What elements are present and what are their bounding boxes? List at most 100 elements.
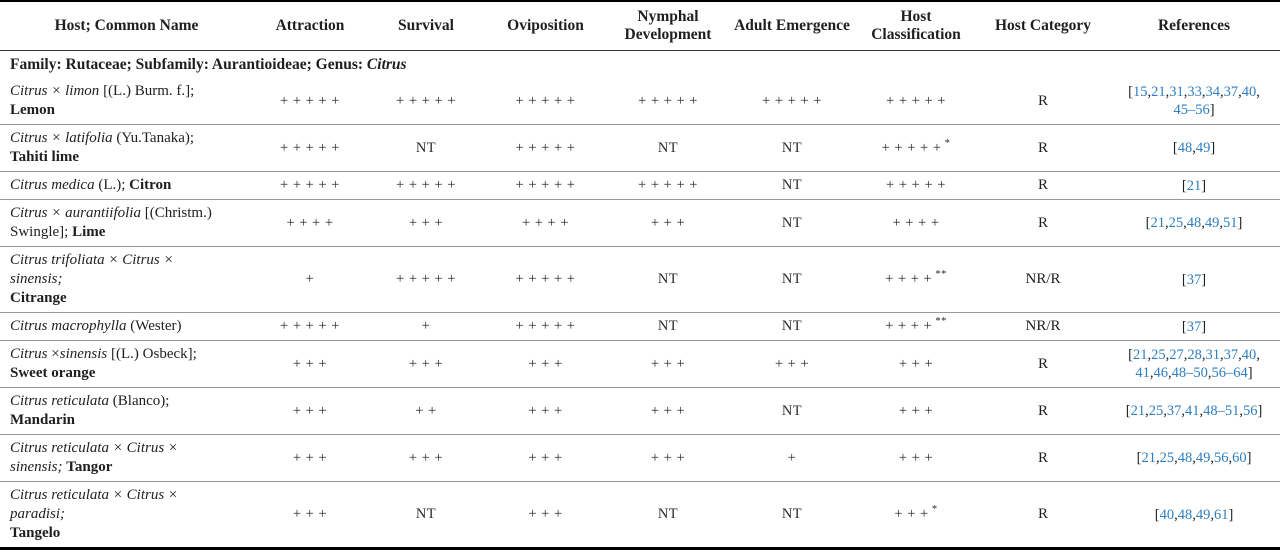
nymphal-development-cell: NT [606,246,730,313]
reference-link[interactable]: 41 [1184,403,1200,419]
species-name: [(L.) Burm. f.]; [99,83,195,99]
species-name: [(L.) Osbeck]; [107,346,197,362]
reference-link[interactable]: 25 [1168,215,1184,231]
oviposition-cell: + + + + + [485,78,606,125]
attraction-cell: + + + + + [253,171,367,200]
reference-link[interactable]: 56 [1213,450,1229,466]
oviposition-cell: + + + + + [485,312,606,341]
table-row: Citrus reticulata × Citrus × paradisi; Tan… [0,482,1280,549]
reference-link[interactable]: 51 [1223,215,1238,231]
reference-link[interactable]: 40 [1241,84,1257,100]
reference-link[interactable]: 49 [1204,215,1220,231]
table-header: Host; Common Name Attraction Survival Ov… [0,1,1280,51]
reference-link[interactable]: 21 [1150,215,1166,231]
host-category-cell: R [978,78,1108,125]
reference-link[interactable]: 21 [1141,450,1156,466]
survival-cell: + + + + + [367,246,485,313]
reference-link[interactable]: 48–50 [1171,365,1208,381]
host-classification-cell: + + + + ** [854,312,978,341]
host-classification-cell: + + + [854,434,978,482]
table-row: Citrus reticulata (Blanco); Mandarin + + +… [0,387,1280,435]
species-name: Swingle]; [10,224,73,240]
attraction-cell: + + + [292,506,328,522]
reference-link[interactable]: 21 [1186,177,1202,194]
reference-link[interactable]: 48 [1177,140,1193,156]
reference-link[interactable]: 21 [1151,84,1166,100]
common-name: Tahiti lime [10,149,80,165]
reference-link[interactable]: 48 [1186,215,1202,231]
reference-link[interactable]: 31 [1205,347,1220,363]
species-name: sinensis; [10,459,67,475]
reference-link[interactable]: 49 [1195,450,1211,466]
reference-link[interactable]: 37 [1223,84,1239,100]
classification-note: * [941,137,951,149]
reference-link[interactable]: 15 [1132,84,1148,100]
host-cell: Citrus macrophylla (Wester) [0,312,253,341]
attraction-cell: + + + + + [253,78,367,125]
host-classification-cell: + + + [854,340,978,388]
reference-link[interactable]: 48 [1177,506,1193,523]
host-category-cell: R [978,387,1108,435]
reference-link[interactable]: 37 [1186,271,1202,288]
classification-note: * [928,504,938,516]
table-row: Citrus × latifolia (Yu.Tanaka); Tahiti li… [0,124,1280,172]
oviposition-cell: + + + [485,434,606,482]
reference-link[interactable]: 45–56 [1173,102,1210,118]
reference-link[interactable]: 37 [1166,403,1182,419]
references-cell: [37] [1108,246,1280,313]
reference-link[interactable]: 25 [1159,450,1175,466]
reference-link[interactable]: 37 [1223,347,1239,363]
reference-link[interactable]: 56 [1242,403,1258,419]
table-row: Citrus reticulata × Citrus × sinensis; Ta… [0,434,1280,482]
adult-emergence-cell: NT [730,246,854,313]
reference-link[interactable]: 49 [1195,140,1211,156]
reference-link[interactable]: 40 [1159,506,1175,523]
family-group-label: Family: Rutaceae; Subfamily: Aurantioide… [0,51,1280,79]
reference-link[interactable]: 21 [1132,347,1148,363]
host-cell: Citrus reticulata × Citrus × paradisi; Tan… [0,482,253,549]
reference-link[interactable]: 28 [1187,347,1202,363]
column-header-host: Host; Common Name [0,1,253,51]
nymphal-development-cell: + + + [606,387,730,435]
reference-link[interactable]: 46 [1153,365,1169,381]
species-name: Citrus [10,346,48,362]
species-name: [(Christm.) [140,205,212,221]
reference-link[interactable]: 41 [1135,365,1150,381]
references-cell: [48,49] [1108,124,1280,172]
adult-emergence-cell: NT [730,387,854,435]
nymphal-development-cell: NT [606,312,730,341]
reference-link[interactable]: 33 [1187,84,1202,100]
reference-link[interactable]: 25 [1148,403,1164,419]
host-cell: Citrus trifoliata × Citrus × sinensis; Cit… [0,246,253,313]
family-group-row: Family: Rutaceae; Subfamily: Aurantioide… [0,51,1280,79]
references-cell: [21,25,48,49,56,60] [1108,434,1280,482]
reference-link[interactable]: 34 [1205,84,1220,100]
reference-link[interactable]: 31 [1169,84,1184,100]
reference-link[interactable]: 27 [1169,347,1184,363]
table-row: Citrus trifoliata × Citrus × sinensis; Cit… [0,246,1280,313]
reference-link[interactable]: 48 [1177,450,1193,466]
column-header-references: References [1108,1,1280,51]
family-group-text: Family: Rutaceae; Subfamily: Aurantioide… [10,56,367,73]
attraction-cell: + + + + + [253,312,367,341]
column-header-host-category: Host Category [978,1,1108,51]
reference-link[interactable]: 48–51 [1203,403,1240,419]
reference-link[interactable]: 60 [1232,450,1247,466]
attraction-cell: + [253,246,367,313]
species-name: (Wester) [126,318,182,334]
reference-link[interactable]: 25 [1151,347,1166,363]
reference-link[interactable]: 61 [1213,506,1229,523]
reference-link[interactable]: 37 [1186,318,1202,335]
species-name: × [47,346,60,362]
reference-link[interactable]: 56–64 [1211,365,1248,381]
reference-link[interactable]: 40 [1241,347,1257,363]
nymphal-development-cell: + + + [606,340,730,388]
oviposition-cell: + + + [485,387,606,435]
common-name: Citrange [10,290,67,306]
reference-link[interactable]: 21 [1130,403,1146,419]
common-name: Tangor [66,459,113,475]
reference-link[interactable]: 49 [1195,506,1211,523]
host-category-cell: R [978,434,1108,482]
common-name: Sweet orange [10,365,96,381]
